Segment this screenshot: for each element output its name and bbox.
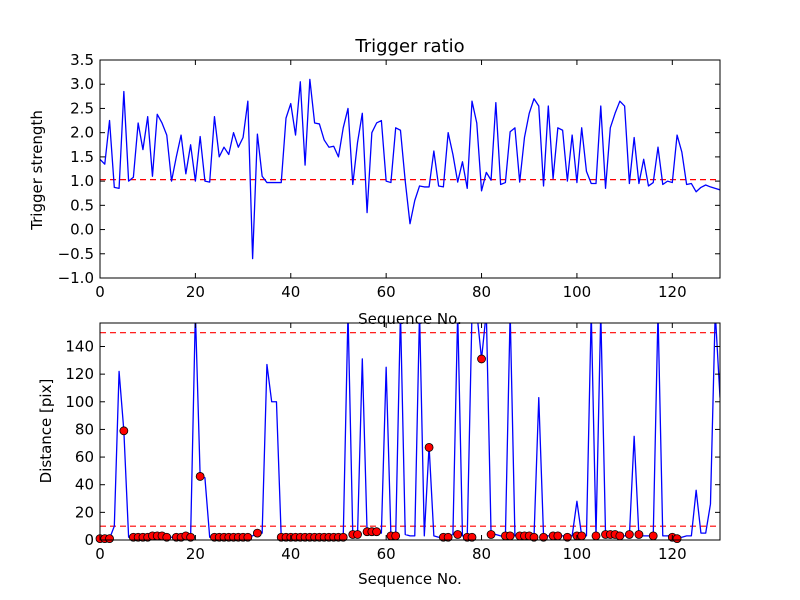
- trigger-y-tick-label: −1.0: [58, 269, 94, 287]
- distance-x-tick-label: 100: [563, 545, 592, 563]
- distance-axes-frame: [99, 322, 721, 541]
- trigger-chart-marks: 0 20 40 60 80 100 120 −1.0 −0.5 0.0 0.5 1.0 1.5 2.0 2.…: [58, 51, 721, 301]
- distance-data-point: [615, 531, 625, 541]
- trigger-x-tick-label: 20: [186, 283, 205, 301]
- distance-data-point: [529, 532, 539, 542]
- trigger-x-axis-label: Sequence No.: [358, 310, 462, 328]
- distance-data-point: [443, 532, 453, 542]
- distance-y-tick-label: 0: [84, 531, 94, 549]
- distance-data-point: [353, 530, 362, 539]
- trigger-x-tick-label: 60: [377, 283, 396, 301]
- distance-data-point: [252, 528, 262, 538]
- distance-x-tick-label: 20: [186, 545, 205, 563]
- distance-data-point: [424, 442, 434, 452]
- distance-data-point: [577, 531, 587, 541]
- distance-data-point: [467, 532, 477, 542]
- distance-data-point: [648, 531, 658, 541]
- distance-data-point: [486, 530, 496, 539]
- distance-x-tick-label: 120: [658, 545, 687, 563]
- distance-data-point: [505, 531, 515, 541]
- trigger-ratio-panel: Trigger ratio Sequence No. Trigger stren…: [28, 36, 721, 328]
- trigger-y-tick-label: 0.5: [70, 196, 94, 214]
- distance-data-point: [105, 534, 114, 544]
- distance-x-tick-label: 0: [95, 545, 105, 563]
- distance-x-tick-label: 60: [377, 545, 396, 563]
- distance-y-tick-label: 140: [65, 337, 94, 355]
- trigger-x-tick-label: 80: [472, 283, 491, 301]
- distance-data-point: [453, 530, 463, 539]
- trigger-x-tick-label: 40: [281, 283, 300, 301]
- distance-data-point: [634, 530, 644, 539]
- distance-x-tick-label: 40: [281, 545, 300, 563]
- trigger-y-tick-label: 1.5: [70, 148, 94, 166]
- trigger-y-tick-label: 2.0: [70, 124, 94, 142]
- distance-data-point: [553, 531, 563, 541]
- distance-data-point: [539, 532, 548, 542]
- trigger-y-tick-label: 0.0: [70, 221, 94, 239]
- distance-y-tick-label: 120: [65, 365, 94, 383]
- trigger-axes-frame: [99, 59, 721, 279]
- distance-y-tick-label: 60: [75, 448, 94, 466]
- distance-data-point: [119, 426, 129, 436]
- distance-data-point: [243, 532, 253, 542]
- distance-x-axis-label: Sequence No.: [358, 570, 462, 588]
- trigger-y-tick-label: 3.5: [70, 51, 94, 69]
- trigger-y-axis-label: Trigger strength: [28, 110, 46, 231]
- distance-data-point: [162, 532, 172, 542]
- distance-data-point: [195, 472, 205, 481]
- distance-y-tick-label: 40: [75, 476, 94, 494]
- trigger-plot-area: [100, 78, 720, 260]
- distance-data-point: [477, 354, 486, 364]
- trigger-chart-title: Trigger ratio: [354, 36, 464, 57]
- distance-y-tick-label: 100: [65, 393, 94, 411]
- distance-y-tick-label: 20: [75, 503, 94, 521]
- distance-data-point: [672, 534, 682, 544]
- distance-data-point: [391, 531, 401, 541]
- distance-y-axis-label: Distance [pix]: [37, 379, 55, 484]
- distance-chart-marks: 0 20 40 60 80 100 120 0 20 40 60 80 100 120 140: [65, 322, 721, 563]
- distance-data-point: [562, 532, 572, 542]
- trigger-y-tick-label: 2.5: [70, 99, 94, 117]
- distance-x-tick-label: 80: [472, 545, 491, 563]
- distance-data-point: [591, 531, 601, 541]
- trigger-x-tick-label: 120: [658, 283, 687, 301]
- distance-data-point: [372, 527, 382, 537]
- trigger-y-tick-label: 1.0: [70, 172, 94, 190]
- distance-data-point: [338, 532, 348, 542]
- distance-panel: Sequence No. Distance [pix] 0 20 40 60 80 100…: [37, 322, 721, 588]
- trigger-x-tick-label: 100: [563, 283, 592, 301]
- trigger-x-tick-label: 0: [95, 283, 105, 301]
- trigger-series-line-0: [100, 78, 720, 260]
- trigger-y-tick-label: 3.0: [70, 75, 94, 93]
- trigger-y-tick-label: −0.5: [58, 245, 94, 263]
- distance-y-tick-label: 80: [75, 420, 94, 438]
- distance-data-point: [186, 532, 196, 542]
- distance-data-point: [624, 530, 634, 539]
